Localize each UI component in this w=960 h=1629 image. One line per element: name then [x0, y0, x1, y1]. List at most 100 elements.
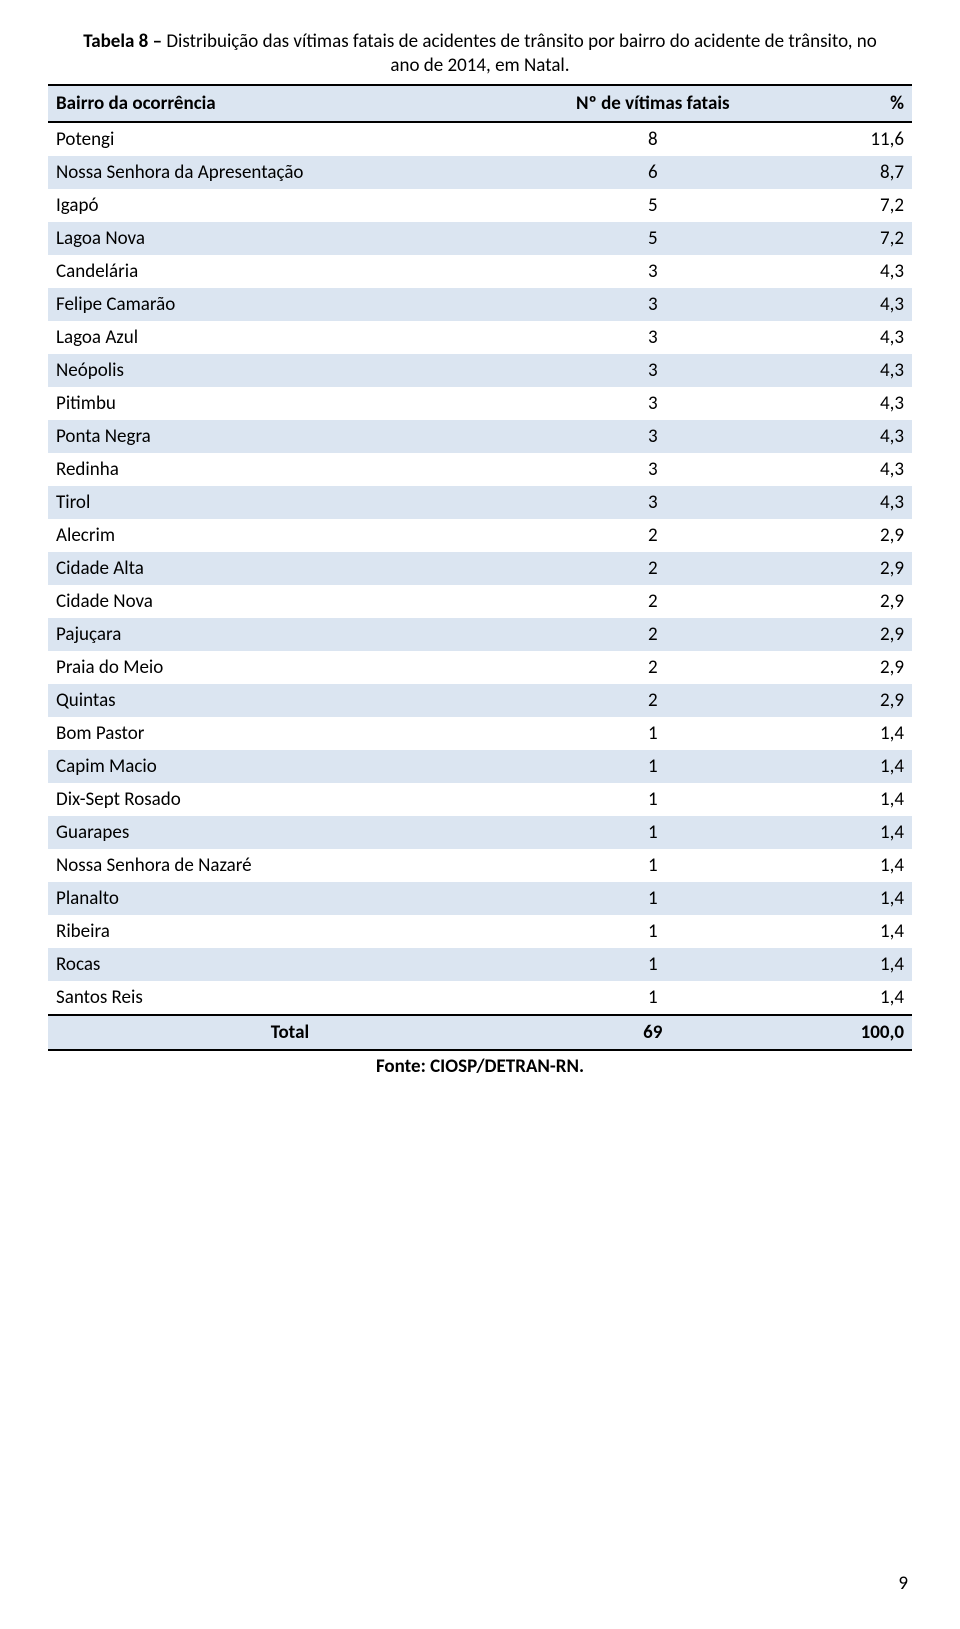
cell-n: 1	[532, 717, 774, 750]
table-row: Santos Reis11,4	[48, 981, 912, 1015]
total-n: 69	[532, 1015, 774, 1050]
table-row: Redinha34,3	[48, 453, 912, 486]
table-row: Rocas11,4	[48, 948, 912, 981]
cell-n: 2	[532, 585, 774, 618]
cell-n: 3	[532, 486, 774, 519]
cell-bairro: Guarapes	[48, 816, 532, 849]
cell-bairro: Pajuçara	[48, 618, 532, 651]
cell-bairro: Redinha	[48, 453, 532, 486]
table-row: Praia do Meio22,9	[48, 651, 912, 684]
page-number: 9	[898, 1572, 908, 1595]
cell-n: 3	[532, 387, 774, 420]
total-label: Total	[48, 1015, 532, 1050]
cell-n: 3	[532, 321, 774, 354]
table-row: Nossa Senhora de Nazaré11,4	[48, 849, 912, 882]
table-row: Potengi811,6	[48, 122, 912, 156]
cell-pct: 8,7	[774, 156, 912, 189]
cell-pct: 2,9	[774, 618, 912, 651]
cell-bairro: Rocas	[48, 948, 532, 981]
cell-pct: 4,3	[774, 255, 912, 288]
cell-n: 3	[532, 420, 774, 453]
caption-text-2: ano de 2014, em Natal.	[390, 54, 569, 77]
cell-bairro: Felipe Camarão	[48, 288, 532, 321]
table-row: Planalto11,4	[48, 882, 912, 915]
cell-pct: 1,4	[774, 816, 912, 849]
table-row: Tirol34,3	[48, 486, 912, 519]
cell-pct: 1,4	[774, 981, 912, 1015]
cell-n: 8	[532, 122, 774, 156]
cell-n: 2	[532, 651, 774, 684]
table-row: Lagoa Azul34,3	[48, 321, 912, 354]
cell-n: 1	[532, 849, 774, 882]
cell-bairro: Capim Macio	[48, 750, 532, 783]
cell-bairro: Praia do Meio	[48, 651, 532, 684]
table-row: Cidade Alta22,9	[48, 552, 912, 585]
cell-pct: 4,3	[774, 486, 912, 519]
cell-pct: 1,4	[774, 915, 912, 948]
cell-bairro: Cidade Nova	[48, 585, 532, 618]
cell-n: 5	[532, 189, 774, 222]
table-row: Dix-Sept Rosado11,4	[48, 783, 912, 816]
table-row: Felipe Camarão34,3	[48, 288, 912, 321]
cell-n: 1	[532, 783, 774, 816]
table-row: Neópolis34,3	[48, 354, 912, 387]
cell-n: 3	[532, 453, 774, 486]
cell-bairro: Neópolis	[48, 354, 532, 387]
table-row: Nossa Senhora da Apresentação68,7	[48, 156, 912, 189]
cell-bairro: Dix-Sept Rosado	[48, 783, 532, 816]
cell-bairro: Ribeira	[48, 915, 532, 948]
cell-pct: 2,9	[774, 552, 912, 585]
cell-pct: 4,3	[774, 321, 912, 354]
cell-bairro: Tirol	[48, 486, 532, 519]
table-row: Pitimbu34,3	[48, 387, 912, 420]
table-caption: Tabela 8 – Distribuição das vítimas fata…	[48, 30, 912, 78]
cell-n: 2	[532, 519, 774, 552]
cell-bairro: Lagoa Nova	[48, 222, 532, 255]
cell-bairro: Bom Pastor	[48, 717, 532, 750]
table-source: Fonte: CIOSP/DETRAN-RN.	[48, 1055, 912, 1078]
header-bairro: Bairro da ocorrência	[48, 85, 532, 122]
cell-n: 1	[532, 750, 774, 783]
cell-bairro: Lagoa Azul	[48, 321, 532, 354]
cell-pct: 4,3	[774, 453, 912, 486]
cell-bairro: Ponta Negra	[48, 420, 532, 453]
cell-pct: 1,4	[774, 783, 912, 816]
cell-n: 1	[532, 981, 774, 1015]
cell-n: 1	[532, 948, 774, 981]
table-row: Guarapes11,4	[48, 816, 912, 849]
cell-pct: 2,9	[774, 519, 912, 552]
table-row: Igapó57,2	[48, 189, 912, 222]
cell-pct: 1,4	[774, 849, 912, 882]
header-n: Nº de vítimas fatais	[532, 85, 774, 122]
table-row: Lagoa Nova57,2	[48, 222, 912, 255]
cell-n: 2	[532, 684, 774, 717]
cell-n: 2	[532, 618, 774, 651]
cell-pct: 11,6	[774, 122, 912, 156]
cell-pct: 1,4	[774, 717, 912, 750]
table-row: Candelária34,3	[48, 255, 912, 288]
cell-bairro: Quintas	[48, 684, 532, 717]
cell-n: 3	[532, 255, 774, 288]
cell-n: 3	[532, 354, 774, 387]
total-pct: 100,0	[774, 1015, 912, 1050]
cell-pct: 7,2	[774, 222, 912, 255]
cell-bairro: Candelária	[48, 255, 532, 288]
cell-n: 1	[532, 915, 774, 948]
table-total-row: Total69100,0	[48, 1015, 912, 1050]
cell-pct: 2,9	[774, 585, 912, 618]
cell-pct: 7,2	[774, 189, 912, 222]
cell-n: 1	[532, 882, 774, 915]
table-header-row: Bairro da ocorrência Nº de vítimas fatai…	[48, 85, 912, 122]
cell-pct: 2,9	[774, 684, 912, 717]
cell-n: 1	[532, 816, 774, 849]
caption-text-1: Distribuição das vítimas fatais de acide…	[162, 30, 877, 53]
cell-bairro: Santos Reis	[48, 981, 532, 1015]
cell-n: 5	[532, 222, 774, 255]
cell-bairro: Igapó	[48, 189, 532, 222]
caption-label: Tabela 8 –	[83, 30, 162, 53]
table-row: Quintas22,9	[48, 684, 912, 717]
table-row: Cidade Nova22,9	[48, 585, 912, 618]
cell-pct: 4,3	[774, 354, 912, 387]
cell-pct: 1,4	[774, 882, 912, 915]
cell-n: 3	[532, 288, 774, 321]
